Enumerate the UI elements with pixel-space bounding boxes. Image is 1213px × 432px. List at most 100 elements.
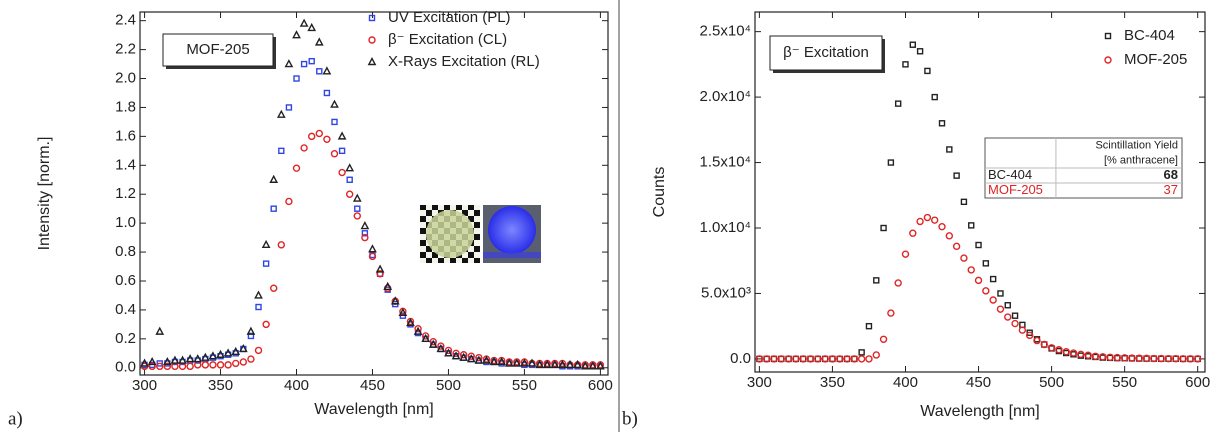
- marker-triangle: [542, 359, 552, 369]
- marker-circle: [1172, 355, 1180, 363]
- marker-circle: [315, 129, 323, 138]
- marker-circle: [437, 342, 445, 350]
- marker-triangle: [292, 30, 301, 39]
- y-tick-label: 0.6: [115, 272, 136, 289]
- marker-square: [873, 277, 880, 284]
- marker-square: [946, 146, 953, 153]
- marker-circle: [270, 284, 278, 292]
- marker-triangle: [436, 343, 446, 353]
- marker-square: [278, 147, 285, 155]
- marker-circle: [960, 254, 968, 262]
- marker-square: [902, 61, 909, 68]
- marker-circle: [814, 355, 822, 363]
- marker-circle: [1179, 355, 1187, 363]
- table-header: Scintillation Yield: [1095, 139, 1178, 151]
- marker-square: [931, 93, 938, 101]
- marker-circle: [1120, 354, 1129, 362]
- marker-triangle: [170, 355, 180, 364]
- marker-triangle: [155, 326, 165, 335]
- y-tick-label: 1.4: [115, 156, 136, 173]
- x-tick-label: 550: [512, 377, 537, 394]
- marker-square: [270, 205, 277, 212]
- marker-triangle: [185, 354, 195, 363]
- marker-square: [968, 222, 975, 229]
- marker-triangle: [140, 358, 149, 367]
- marker-square: [285, 104, 293, 111]
- marker-circle: [262, 320, 270, 329]
- x-tick-label: 550: [1112, 374, 1137, 391]
- marker-triangle: [216, 349, 225, 358]
- marker-circle: [1055, 346, 1063, 354]
- marker-square: [997, 290, 1004, 297]
- marker-circle: [163, 362, 172, 371]
- marker-circle: [1186, 355, 1195, 363]
- marker-triangle: [375, 264, 385, 273]
- marker-circle: [901, 250, 910, 258]
- marker-square: [262, 260, 270, 267]
- marker-circle: [828, 355, 837, 363]
- legend-label: X-Rays Excitation (RL): [388, 53, 540, 70]
- y-tick-label: 2.0: [115, 69, 136, 86]
- y-tick-label: 1.0: [115, 214, 136, 231]
- marker-triangle: [535, 359, 544, 369]
- marker-circle: [909, 229, 917, 237]
- marker-triangle: [223, 348, 233, 357]
- marker-circle: [784, 355, 793, 363]
- marker-circle: [330, 150, 339, 158]
- box-label: β⁻ Excitation: [783, 44, 869, 61]
- marker-circle: [323, 135, 331, 143]
- marker-circle: [429, 338, 437, 346]
- marker-circle: [421, 332, 430, 340]
- marker-triangle: [482, 355, 491, 364]
- marker-circle: [239, 358, 248, 366]
- marker-square: [989, 275, 997, 283]
- marker-square: [255, 303, 262, 311]
- marker-circle: [148, 362, 156, 371]
- y-tick-label: 0.0: [115, 359, 136, 376]
- marker-circle: [974, 276, 983, 285]
- y-tick-label: 0.4: [115, 301, 136, 318]
- marker-circle: [931, 216, 939, 224]
- table-cell: 68: [1164, 167, 1178, 182]
- marker-circle: [777, 355, 785, 363]
- marker-square: [1004, 302, 1011, 309]
- marker-square: [880, 224, 887, 232]
- marker-circle: [792, 355, 800, 363]
- marker-square: [316, 68, 323, 75]
- marker-circle: [857, 355, 866, 363]
- marker-triangle: [466, 354, 476, 363]
- marker-triangle: [512, 358, 522, 367]
- marker-triangle: [261, 239, 271, 249]
- marker-triangle: [284, 59, 294, 68]
- marker-circle: [277, 241, 286, 249]
- marker-circle: [201, 361, 210, 369]
- x-axis-title: Wavelength [nm]: [920, 403, 1039, 420]
- marker-triangle: [276, 109, 286, 118]
- marker-square: [894, 100, 902, 107]
- marker-circle: [444, 346, 453, 355]
- marker-square: [308, 57, 315, 65]
- legend-marker: [367, 57, 377, 66]
- marker-circle: [1150, 354, 1158, 363]
- marker-circle: [872, 351, 880, 359]
- marker-triangle: [588, 361, 598, 370]
- table-header: [% anthracene]: [1104, 154, 1178, 166]
- legend-marker: [1104, 32, 1112, 40]
- x-tick-label: 600: [588, 377, 613, 394]
- marker-triangle: [596, 361, 605, 370]
- marker-triangle: [352, 193, 362, 202]
- marker-triangle: [550, 359, 560, 369]
- legend-label: UV Excitation (PL): [388, 9, 511, 26]
- marker-circle: [467, 352, 475, 360]
- marker-circle: [247, 355, 255, 363]
- marker-circle: [1113, 353, 1122, 362]
- marker-circle: [1128, 354, 1136, 362]
- legend-label: β⁻ Excitation (CL): [388, 31, 507, 48]
- marker-circle: [368, 252, 377, 261]
- x-tick-label: 500: [436, 377, 461, 394]
- marker-triangle: [330, 99, 339, 108]
- marker-circle: [989, 296, 997, 304]
- marker-circle: [300, 144, 308, 152]
- y-tick-label: 1.2: [115, 185, 136, 202]
